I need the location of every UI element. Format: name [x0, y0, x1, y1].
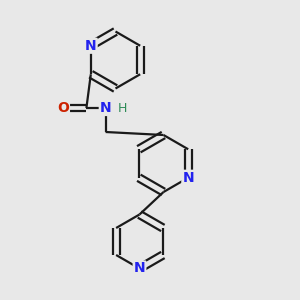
Text: N: N	[134, 262, 145, 275]
Text: H: H	[118, 101, 127, 115]
Text: N: N	[182, 171, 194, 185]
Text: O: O	[57, 101, 69, 115]
Text: N: N	[100, 101, 111, 115]
Text: N: N	[85, 39, 97, 53]
